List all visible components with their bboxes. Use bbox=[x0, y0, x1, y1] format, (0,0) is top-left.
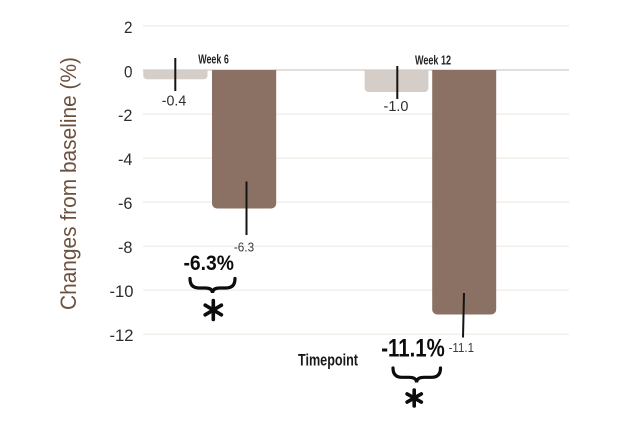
svg-text:Week 12: Week 12 bbox=[415, 54, 451, 68]
svg-text:-4: -4 bbox=[118, 150, 133, 169]
svg-text:Changes from baseline (%): Changes from baseline (%) bbox=[56, 57, 81, 310]
svg-text:2: 2 bbox=[124, 18, 133, 37]
svg-text:-8: -8 bbox=[118, 238, 133, 257]
svg-text:-11.1: -11.1 bbox=[449, 341, 474, 355]
svg-text:-2: -2 bbox=[118, 106, 133, 125]
svg-text:-1.0: -1.0 bbox=[384, 99, 409, 115]
svg-text:-11.1%: -11.1% bbox=[381, 335, 445, 363]
svg-text:Timepoint: Timepoint bbox=[298, 352, 358, 370]
svg-text:0: 0 bbox=[124, 63, 133, 82]
svg-text:-0.4: -0.4 bbox=[162, 94, 187, 110]
svg-text:-6.3%: -6.3% bbox=[183, 251, 234, 275]
svg-text:-6.3: -6.3 bbox=[234, 240, 254, 254]
svg-text:Week 6: Week 6 bbox=[198, 53, 229, 67]
svg-text:-12: -12 bbox=[110, 326, 134, 345]
svg-text:-10: -10 bbox=[110, 282, 134, 301]
svg-text:-6: -6 bbox=[118, 194, 133, 213]
